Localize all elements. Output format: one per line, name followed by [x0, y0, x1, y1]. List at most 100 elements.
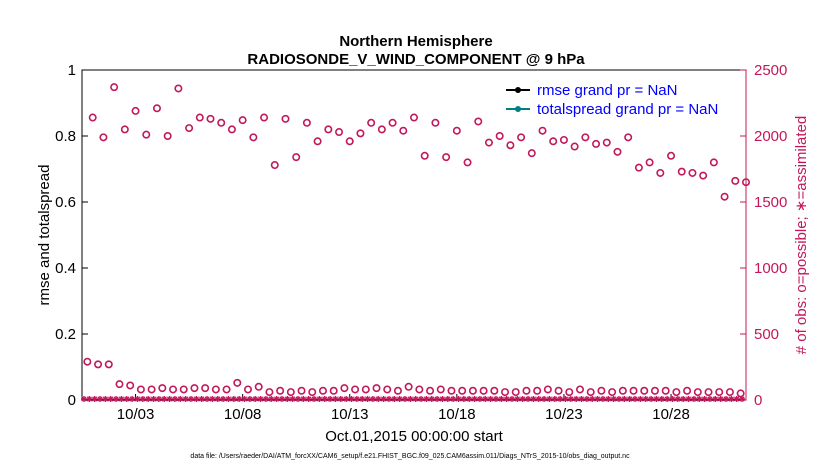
assimilated-mark-stroke	[648, 396, 654, 402]
possible-obs-point	[318, 386, 327, 395]
possible-obs-point	[83, 357, 92, 366]
assimilated-mark-stroke	[113, 396, 119, 402]
assimilated-obs-point	[423, 396, 430, 402]
assimilated-mark-stroke	[573, 396, 579, 402]
possible-obs-point	[179, 385, 188, 394]
assimilated-mark-stroke	[487, 396, 494, 402]
assimilated-obs-point	[519, 396, 526, 402]
possible-obs-point	[704, 388, 713, 397]
assimilated-mark-stroke	[204, 396, 210, 402]
assimilated-mark-stroke	[578, 396, 585, 402]
assimilated-mark-stroke	[723, 396, 729, 402]
assimilated-mark-stroke	[156, 396, 162, 402]
assimilated-obs-point	[589, 396, 596, 402]
assimilated-mark-stroke	[461, 396, 467, 402]
possible-obs-point	[645, 158, 654, 167]
possible-obs-point	[490, 386, 499, 395]
assimilated-obs-point	[444, 396, 451, 402]
assimilated-obs-point	[418, 396, 425, 402]
possible-obs-point	[286, 388, 295, 397]
assimilated-mark-stroke	[696, 396, 702, 402]
possible-obs-point	[581, 133, 590, 142]
possible-obs-point	[372, 384, 381, 393]
assimilated-obs-point	[653, 396, 660, 402]
assimilated-obs-point	[348, 396, 355, 402]
possible-obs-point	[597, 386, 606, 395]
assimilated-obs-point	[439, 396, 446, 402]
assimilated-obs-point	[460, 396, 467, 402]
assimilated-obs-point	[551, 396, 558, 402]
assimilated-mark-stroke	[348, 396, 355, 402]
data-marks	[81, 83, 750, 402]
assimilated-mark-stroke	[541, 396, 547, 402]
assimilated-obs-point	[642, 396, 649, 402]
assimilated-obs-point	[177, 396, 184, 402]
possible-obs-point	[479, 386, 488, 395]
assimilated-obs-point	[86, 396, 93, 402]
possible-obs-point	[115, 380, 124, 389]
possible-obs-point	[538, 126, 547, 135]
assimilated-obs-point	[434, 396, 441, 402]
assimilated-obs-point	[696, 396, 703, 402]
assimilated-mark-stroke	[498, 396, 504, 402]
possible-obs-point	[624, 133, 633, 142]
possible-obs-point	[731, 176, 740, 185]
assimilated-obs-point	[113, 396, 120, 402]
assimilated-obs-point	[616, 396, 622, 402]
assimilated-obs-point	[471, 396, 478, 402]
assimilated-obs-point	[492, 396, 499, 402]
possible-obs-point	[126, 381, 135, 390]
legend-rmse-text: rmse grand pr = NaN	[537, 82, 677, 99]
possible-obs-point	[222, 385, 231, 394]
assimilated-mark-stroke	[685, 396, 692, 402]
assimilated-obs-point	[594, 396, 601, 402]
assimilated-obs-point	[273, 396, 280, 402]
assimilated-obs-point	[97, 396, 104, 402]
possible-obs-point	[699, 171, 708, 180]
possible-obs-point	[650, 386, 659, 395]
possible-obs-point	[720, 192, 729, 201]
possible-obs-point	[88, 113, 97, 122]
assimilated-mark-stroke	[220, 396, 226, 402]
assimilated-obs-point	[150, 396, 157, 402]
assimilated-obs-point	[300, 396, 307, 402]
assimilated-obs-point	[690, 396, 697, 402]
assimilated-obs-point	[599, 396, 606, 402]
assimilated-obs-point	[739, 396, 746, 402]
chart-title: Northern Hemisphere	[339, 33, 492, 50]
assimilated-obs-point	[188, 396, 194, 402]
possible-obs-point	[361, 385, 370, 394]
assimilated-mark-stroke	[509, 396, 515, 402]
possible-obs-point	[227, 125, 236, 134]
assimilated-obs-point	[305, 396, 312, 402]
assimilated-mark-stroke	[707, 396, 713, 402]
assimilated-mark-stroke	[450, 396, 456, 402]
possible-obs-point	[533, 386, 542, 395]
assimilated-mark-stroke	[434, 396, 440, 402]
right-axis-label: # of obs: o=possible; ∗=assimilated	[793, 116, 810, 355]
assimilated-obs-point	[134, 396, 141, 402]
assimilated-mark-stroke	[236, 396, 242, 402]
assimilated-obs-point	[385, 396, 392, 402]
assimilated-mark-stroke	[386, 396, 392, 402]
assimilated-mark-stroke	[183, 396, 189, 402]
possible-obs-point	[661, 386, 670, 395]
assimilated-mark-stroke	[734, 396, 740, 402]
possible-obs-point	[190, 384, 199, 393]
assimilated-mark-stroke	[193, 396, 199, 402]
left-axis-label: rmse and totalspread	[36, 165, 53, 306]
possible-obs-point	[586, 388, 595, 397]
possible-obs-point	[741, 178, 750, 187]
assimilated-obs-point	[252, 396, 259, 402]
assimilated-obs-point	[637, 396, 644, 402]
assimilated-obs-point	[91, 396, 98, 402]
possible-obs-point	[308, 388, 317, 397]
assimilated-mark-stroke	[118, 396, 125, 402]
assimilated-mark-stroke	[252, 396, 258, 402]
assimilated-obs-point	[380, 396, 387, 402]
assimilated-obs-point	[220, 396, 227, 402]
assimilated-obs-point	[139, 396, 146, 402]
assimilated-mark-stroke	[397, 396, 403, 402]
left-tick-label: 0.4	[55, 260, 76, 277]
